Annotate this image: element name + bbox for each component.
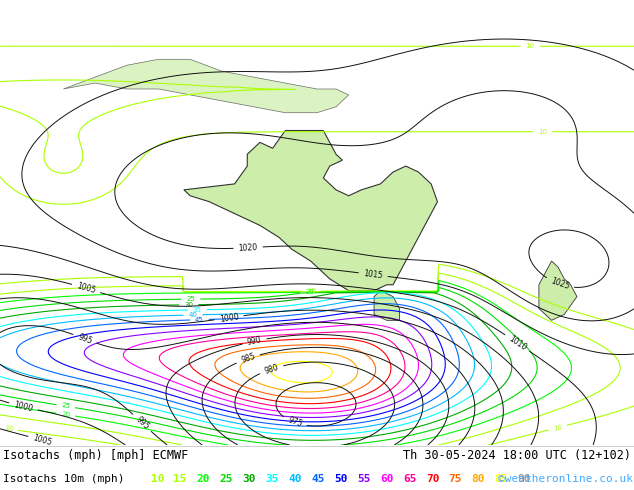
Text: 10: 10 [4, 425, 13, 433]
Text: 25: 25 [186, 296, 195, 302]
Text: 50: 50 [334, 474, 347, 484]
Text: 45: 45 [195, 317, 204, 323]
Text: 1020: 1020 [238, 243, 258, 253]
Text: 20: 20 [61, 411, 70, 418]
Text: 15: 15 [174, 474, 187, 484]
Text: 40: 40 [188, 312, 197, 318]
Text: 1015: 1015 [363, 269, 384, 280]
Text: 85: 85 [495, 474, 508, 484]
Text: 10: 10 [307, 288, 316, 294]
Text: 1005: 1005 [32, 433, 53, 447]
Text: 1000: 1000 [219, 312, 239, 323]
Text: 990: 990 [247, 335, 262, 347]
Text: Isotachs 10m (mph): Isotachs 10m (mph) [3, 474, 125, 484]
Text: 1000: 1000 [13, 400, 34, 413]
Text: Th 30-05-2024 18:00 UTC (12+102): Th 30-05-2024 18:00 UTC (12+102) [403, 449, 631, 462]
Text: 10: 10 [538, 129, 547, 135]
Text: 10: 10 [526, 43, 534, 49]
Polygon shape [63, 59, 349, 113]
Text: 995: 995 [134, 415, 150, 431]
Text: 995: 995 [76, 332, 93, 345]
Text: 30: 30 [242, 474, 256, 484]
Text: 65: 65 [403, 474, 417, 484]
Text: 55: 55 [357, 474, 370, 484]
Text: 1005: 1005 [75, 281, 96, 295]
Text: ©weatheronline.co.uk: ©weatheronline.co.uk [498, 474, 633, 484]
Text: 45: 45 [311, 474, 325, 484]
Text: 1025: 1025 [549, 277, 571, 292]
Text: 90: 90 [517, 474, 531, 484]
Text: 25: 25 [61, 402, 70, 410]
Text: 20: 20 [305, 289, 314, 295]
Polygon shape [539, 261, 577, 320]
Text: 80: 80 [472, 474, 485, 484]
Text: 10: 10 [553, 424, 563, 432]
Text: 975: 975 [287, 416, 303, 429]
Text: 20: 20 [197, 474, 210, 484]
Text: 30: 30 [184, 302, 193, 308]
Text: 10: 10 [150, 474, 164, 484]
Text: 1010: 1010 [507, 334, 528, 352]
Text: 35: 35 [265, 474, 279, 484]
Text: 40: 40 [288, 474, 302, 484]
Polygon shape [184, 130, 437, 291]
Text: 35: 35 [193, 307, 202, 313]
Text: 60: 60 [380, 474, 393, 484]
Text: Isotachs (mph) [mph] ECMWF: Isotachs (mph) [mph] ECMWF [3, 449, 188, 462]
Text: 25: 25 [219, 474, 233, 484]
Text: 980: 980 [263, 363, 280, 376]
Polygon shape [374, 291, 399, 320]
Text: 70: 70 [426, 474, 439, 484]
Text: 985: 985 [240, 352, 256, 365]
Text: 75: 75 [449, 474, 462, 484]
